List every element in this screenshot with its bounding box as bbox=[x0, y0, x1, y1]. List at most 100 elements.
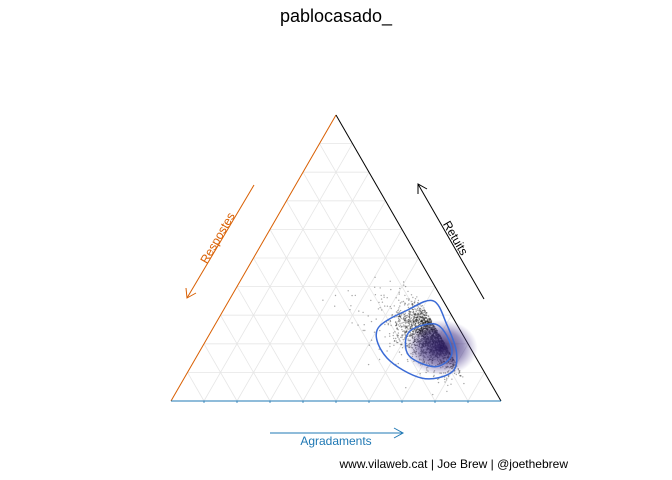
data-point bbox=[398, 318, 400, 321]
data-point bbox=[423, 319, 425, 321]
data-point bbox=[400, 317, 402, 320]
data-point bbox=[363, 324, 365, 326]
data-point bbox=[404, 327, 407, 330]
data-point bbox=[414, 313, 416, 315]
data-point bbox=[419, 312, 422, 315]
data-point bbox=[417, 319, 420, 321]
data-point bbox=[400, 326, 402, 328]
data-point bbox=[416, 318, 418, 320]
data-point bbox=[419, 322, 422, 324]
data-point bbox=[422, 320, 424, 322]
data-point bbox=[401, 326, 403, 328]
data-point bbox=[417, 317, 420, 319]
data-point bbox=[370, 339, 373, 341]
data-point bbox=[419, 315, 422, 318]
data-point bbox=[414, 321, 416, 323]
data-point bbox=[421, 320, 423, 322]
data-point bbox=[426, 312, 428, 314]
data-point bbox=[397, 341, 399, 344]
data-point bbox=[422, 321, 424, 324]
data-point bbox=[404, 313, 406, 316]
data-point bbox=[404, 319, 406, 321]
data-point bbox=[411, 308, 413, 310]
density-core bbox=[405, 319, 478, 376]
data-point bbox=[417, 313, 419, 315]
data-point bbox=[394, 321, 397, 323]
data-point bbox=[414, 314, 416, 316]
data-point bbox=[419, 312, 422, 314]
data-point bbox=[392, 334, 394, 337]
data-point bbox=[414, 312, 417, 315]
data-point bbox=[406, 329, 408, 331]
data-point bbox=[400, 354, 403, 356]
data-point bbox=[425, 320, 427, 322]
data-point bbox=[411, 302, 414, 305]
data-point bbox=[418, 321, 420, 324]
data-point bbox=[421, 320, 423, 322]
data-point bbox=[407, 306, 410, 309]
data-point bbox=[421, 316, 424, 318]
data-point bbox=[424, 320, 426, 322]
data-point bbox=[414, 322, 417, 325]
data-point bbox=[402, 300, 405, 303]
data-point bbox=[423, 309, 425, 311]
data-point bbox=[410, 294, 413, 296]
data-point bbox=[413, 319, 415, 321]
data-point bbox=[405, 317, 407, 319]
data-point bbox=[426, 320, 429, 322]
data-point bbox=[399, 315, 402, 317]
data-point bbox=[437, 381, 440, 384]
data-point bbox=[391, 314, 393, 316]
data-point bbox=[400, 316, 402, 318]
data-point bbox=[413, 317, 415, 319]
data-point bbox=[425, 312, 427, 314]
data-point bbox=[402, 321, 404, 324]
data-point bbox=[374, 286, 376, 288]
data-point bbox=[405, 387, 407, 389]
data-point bbox=[386, 297, 388, 299]
data-point bbox=[379, 329, 381, 332]
data-point bbox=[397, 316, 400, 318]
data-point bbox=[418, 317, 421, 320]
data-point bbox=[378, 301, 380, 304]
data-point bbox=[458, 372, 460, 375]
data-point bbox=[378, 358, 381, 361]
data-point bbox=[400, 336, 402, 339]
data-point bbox=[408, 328, 410, 330]
data-point bbox=[402, 324, 405, 326]
data-point bbox=[429, 319, 432, 321]
data-point bbox=[410, 324, 413, 326]
data-point bbox=[412, 311, 414, 314]
data-point bbox=[420, 321, 422, 323]
data-point bbox=[394, 331, 396, 333]
data-point bbox=[387, 322, 389, 325]
data-point bbox=[396, 322, 398, 324]
data-point bbox=[407, 320, 409, 322]
data-point bbox=[393, 340, 396, 342]
data-point bbox=[420, 320, 422, 323]
data-point bbox=[416, 319, 418, 321]
data-point bbox=[395, 297, 397, 299]
data-point bbox=[408, 317, 411, 319]
data-point bbox=[425, 320, 427, 323]
data-point bbox=[414, 320, 417, 322]
data-point bbox=[395, 321, 397, 323]
data-point bbox=[415, 318, 417, 320]
data-point bbox=[426, 320, 429, 322]
data-point bbox=[415, 319, 418, 321]
data-point bbox=[414, 319, 417, 321]
data-point bbox=[403, 304, 406, 306]
data-point bbox=[398, 315, 401, 317]
respostes-arrowhead bbox=[185, 287, 197, 299]
data-point bbox=[409, 327, 411, 329]
data-point bbox=[386, 305, 389, 307]
data-point bbox=[404, 302, 406, 304]
data-point bbox=[424, 318, 426, 320]
data-point bbox=[420, 308, 422, 310]
grid-line bbox=[236, 286, 304, 402]
left-edge bbox=[170, 114, 337, 402]
data-point bbox=[412, 316, 414, 318]
data-point bbox=[425, 312, 428, 314]
data-point bbox=[460, 375, 462, 377]
data-point bbox=[429, 318, 431, 320]
